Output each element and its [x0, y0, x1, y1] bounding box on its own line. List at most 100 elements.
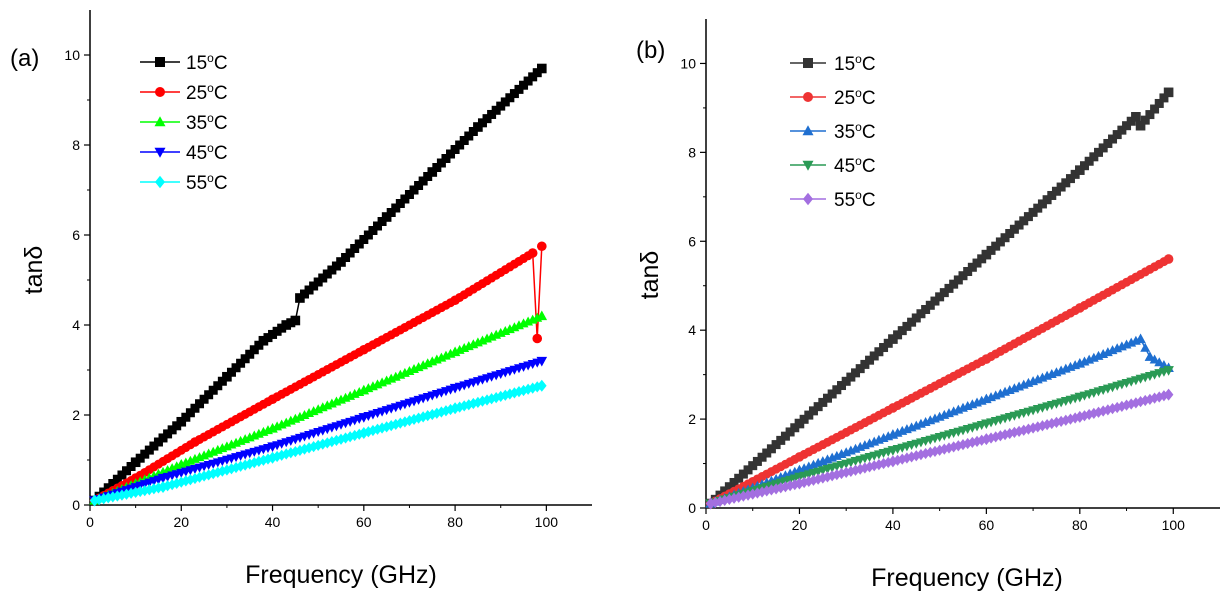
data-point	[373, 221, 383, 231]
data-point	[1140, 342, 1151, 352]
data-point	[1033, 203, 1043, 213]
data-point	[359, 427, 369, 439]
data-point	[464, 131, 474, 141]
data-point	[1075, 410, 1085, 423]
y-tick-label: 10	[680, 55, 696, 71]
x-tick-label: 80	[447, 514, 463, 530]
data-point	[1135, 333, 1146, 344]
data-point	[281, 320, 292, 330]
series-3	[89, 310, 548, 505]
data-point	[935, 292, 945, 302]
data-point	[869, 351, 879, 361]
data-point	[272, 326, 282, 336]
y-tick-label: 8	[72, 137, 80, 153]
y-tick-label: 6	[688, 233, 696, 249]
data-point	[724, 482, 734, 492]
data-point	[953, 275, 963, 285]
data-point	[720, 486, 730, 496]
data-point	[103, 483, 113, 493]
legend-entry-4: 45oC	[140, 141, 228, 164]
data-point	[185, 408, 195, 418]
data-point	[1089, 152, 1099, 162]
y-tick-label: 2	[688, 411, 696, 427]
legend-entry-3: 35oC	[790, 120, 876, 143]
data-point	[473, 122, 483, 132]
legend-label: 45oC	[834, 154, 876, 177]
legend-label: 55oC	[186, 171, 228, 194]
data-point	[519, 80, 529, 90]
data-point	[846, 372, 856, 382]
data-point	[500, 97, 510, 107]
legend-label: 35oC	[834, 120, 876, 143]
data-point	[368, 226, 378, 235]
y-axis-label: tanδ	[636, 251, 664, 300]
data-point	[204, 390, 214, 400]
data-point	[1019, 216, 1029, 226]
chart-panel-b: 0 20 40 60 80 100 0 2 4 6 8 10 Frequency (GHz) tanδ (b…	[636, 19, 1220, 592]
data-point	[363, 230, 373, 240]
data-point	[130, 457, 141, 468]
data-point	[327, 265, 337, 275]
data-point	[967, 262, 977, 272]
data-point	[748, 461, 758, 471]
data-point	[804, 410, 814, 420]
x-tick-label: 100	[535, 514, 559, 530]
legend-label: 35oC	[186, 111, 228, 134]
x-tick-label: 20	[173, 514, 189, 530]
data-point	[258, 335, 269, 346]
panel-label: (a)	[10, 45, 39, 72]
data-point	[794, 477, 805, 490]
data-point	[734, 473, 744, 483]
data-point	[441, 154, 451, 163]
data-point	[776, 435, 786, 445]
legend-entry-5: 55oC	[140, 171, 228, 194]
data-point	[381, 212, 392, 222]
legend-entry-4: 45oC	[790, 154, 876, 177]
data-point	[1117, 125, 1127, 135]
data-point	[157, 473, 169, 484]
data-point	[455, 140, 465, 150]
data-point	[1000, 233, 1010, 243]
legend-entry-1: 15oC	[140, 51, 228, 74]
data-point	[888, 455, 898, 468]
data-point	[158, 433, 168, 443]
data-point	[195, 399, 205, 409]
data-point	[313, 277, 323, 287]
data-point	[267, 451, 278, 464]
data-point	[414, 181, 424, 190]
data-point	[1009, 224, 1019, 234]
y-tick-label: 4	[688, 322, 696, 338]
legend-marker	[803, 92, 813, 102]
data-point	[780, 431, 790, 441]
data-point	[427, 167, 438, 177]
data-point	[981, 419, 992, 430]
data-point	[1154, 98, 1164, 108]
data-point	[1065, 174, 1075, 184]
data-point	[505, 93, 515, 103]
legend-label: 25oC	[186, 81, 228, 104]
data-point	[911, 313, 921, 323]
data-point	[1112, 130, 1122, 140]
data-point	[240, 354, 250, 364]
data-point	[771, 440, 781, 450]
x-tick-label: 0	[86, 514, 94, 530]
data-point	[459, 136, 469, 145]
y-tick-label: 0	[72, 497, 80, 513]
x-tick-label: 60	[979, 517, 995, 533]
legend-marker	[803, 58, 813, 68]
y-axis-label: tanδ	[20, 246, 48, 295]
data-point	[400, 194, 410, 204]
series-1	[89, 63, 547, 506]
data-point	[766, 444, 776, 454]
data-point	[794, 452, 805, 462]
legend-marker	[155, 175, 165, 189]
data-point	[757, 452, 767, 462]
y-tick-label: 10	[64, 47, 80, 63]
data-point	[527, 248, 538, 258]
data-point	[991, 241, 1001, 251]
legend-label: 15oC	[834, 52, 876, 75]
data-point	[295, 293, 305, 303]
data-point	[1056, 182, 1066, 192]
x-tick-label: 100	[1162, 517, 1186, 533]
